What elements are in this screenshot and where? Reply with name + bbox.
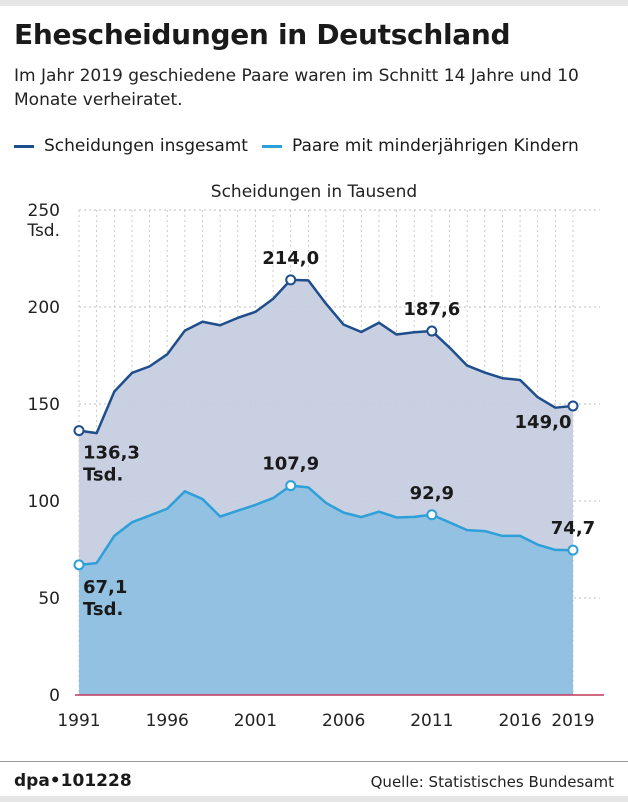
data-label-children: 92,9 bbox=[410, 483, 454, 504]
legend-item-children: Paare mit minderjährigen Kindern bbox=[261, 136, 579, 156]
chart-legend: Scheidungen insgesamt Paare mit minderjä… bbox=[14, 136, 593, 156]
x-tick-label: 1996 bbox=[146, 711, 189, 731]
source-label: Quelle: Statistisches Bundesamt bbox=[370, 773, 614, 791]
x-tick-label: 2019 bbox=[551, 711, 594, 731]
data-label-children: 107,9 bbox=[262, 454, 319, 475]
legend-swatch-total bbox=[14, 144, 34, 148]
legend-swatch-children bbox=[261, 144, 282, 148]
data-label-total: 136,3 bbox=[83, 443, 140, 464]
data-label-unit-children: Tsd. bbox=[83, 599, 123, 620]
line-total bbox=[78, 278, 574, 435]
data-label-unit-total: Tsd. bbox=[83, 465, 123, 486]
x-tick-label: 2011 bbox=[410, 711, 453, 731]
point-marker-total bbox=[426, 325, 438, 337]
legend-label-total: Scheidungen insgesamt bbox=[44, 136, 248, 156]
x-tick-label: 2016 bbox=[498, 711, 541, 731]
y-tick-label: 100 bbox=[28, 492, 60, 512]
point-marker-children bbox=[73, 559, 85, 571]
credit-label: dpa•101228 bbox=[14, 771, 132, 791]
y-unit-label: Tsd. bbox=[26, 221, 60, 241]
legend-label-children: Paare mit minderjährigen Kindern bbox=[291, 136, 579, 156]
top-bar bbox=[0, 0, 628, 6]
data-label-children: 67,1 bbox=[83, 577, 127, 598]
y-tick-label: 200 bbox=[28, 298, 60, 318]
point-marker-total bbox=[567, 400, 579, 412]
page-title: Ehescheidungen in Deutschland bbox=[14, 18, 511, 51]
y-tick-label: 250 bbox=[28, 201, 60, 221]
point-marker-children bbox=[567, 544, 579, 556]
y-tick-label: 50 bbox=[38, 589, 60, 609]
area-children bbox=[79, 485, 573, 695]
chart-title: Scheidungen in Tausend bbox=[210, 182, 418, 202]
data-label-children: 74,7 bbox=[551, 518, 595, 539]
footer-divider bbox=[0, 761, 628, 762]
legend-item-total: Scheidungen insgesamt bbox=[14, 136, 248, 156]
y-tick-label: 0 bbox=[49, 686, 60, 706]
x-tick-label: 1991 bbox=[57, 711, 100, 731]
line-children bbox=[78, 484, 574, 567]
data-label-total: 214,0 bbox=[262, 248, 319, 269]
bottom-bar bbox=[0, 796, 628, 802]
data-label-total: 149,0 bbox=[515, 412, 572, 433]
x-tick-label: 2001 bbox=[234, 711, 277, 731]
x-tick-label: 2006 bbox=[322, 711, 365, 731]
page-subtitle: Im Jahr 2019 geschiedene Paare waren im … bbox=[14, 66, 579, 110]
data-label-total: 187,6 bbox=[403, 299, 460, 320]
point-marker-total bbox=[73, 425, 85, 437]
y-tick-label: 150 bbox=[28, 395, 60, 415]
point-marker-children bbox=[285, 480, 297, 492]
point-marker-children bbox=[426, 509, 438, 521]
point-marker-total bbox=[285, 274, 297, 286]
